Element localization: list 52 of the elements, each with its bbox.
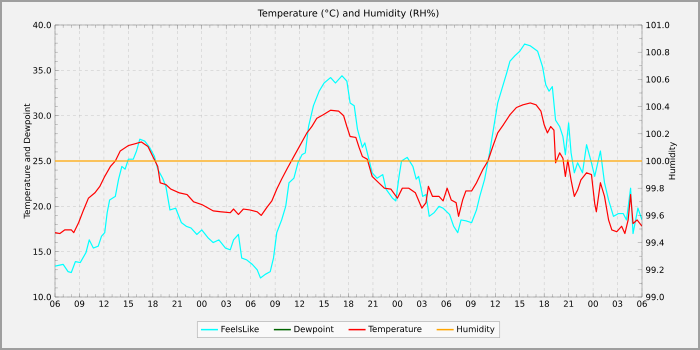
- x-tick-label: 00: [588, 300, 598, 307]
- legend-label: Temperature: [368, 326, 422, 334]
- x-tick-label: 00: [196, 300, 207, 307]
- y-tick-label: 15.0: [34, 248, 51, 255]
- legend-label: Humidity: [457, 326, 495, 334]
- x-tick-label: 15: [320, 300, 329, 307]
- x-tick-label: 09: [466, 300, 476, 307]
- x-tick-label: 06: [442, 300, 452, 307]
- y2-tick-label: 100.8: [646, 49, 670, 56]
- legend-label: Dewpoint: [294, 326, 334, 334]
- x-tick-label: 06: [637, 300, 647, 307]
- y2-tick-label: 99.6: [646, 212, 664, 219]
- y2-tick-label: 99.2: [646, 266, 664, 274]
- y-tick-label: 35.0: [33, 67, 51, 74]
- x-tick-label: 03: [417, 300, 427, 307]
- x-tick-label: 00: [392, 300, 402, 307]
- x-tick-label: 12: [490, 300, 500, 307]
- y2-tick-label: 99.4: [646, 239, 664, 246]
- y-tick-label: 30.0: [33, 112, 51, 119]
- y-axis-title: Temperature and Dewpoint: [24, 104, 32, 219]
- y-tick-label: 10.0: [34, 294, 51, 300]
- y2-tick-label: 101.0: [646, 22, 670, 28]
- line-series: [55, 43, 642, 279]
- line-series: [55, 102, 642, 234]
- x-tick-label: 21: [368, 300, 378, 307]
- y2-tick-label: 100.0: [646, 158, 670, 164]
- legend-label: FeelsLike: [222, 326, 259, 332]
- x-tick-label: 12: [295, 300, 304, 307]
- x-tick-label: 18: [540, 300, 549, 307]
- x-tick-label: 09: [74, 300, 84, 307]
- y-tick-label: 40.0: [33, 22, 51, 28]
- y-tick-label: 20.0: [33, 203, 51, 210]
- x-tick-label: 12: [99, 300, 108, 307]
- x-tick-label: 15: [515, 300, 524, 307]
- x-tick-label: 06: [246, 300, 256, 307]
- x-tick-label: 21: [172, 300, 182, 307]
- x-tick-label: 21: [564, 300, 574, 307]
- chart-title: Temperature (°C) and Humidity (RH%): [258, 9, 438, 18]
- x-tick-label: 03: [612, 300, 622, 307]
- x-tick-label: 18: [344, 300, 354, 307]
- x-tick-label: 15: [124, 300, 134, 307]
- x-tick-label: 18: [148, 300, 158, 307]
- y2-axis-title: Humidity: [668, 142, 677, 180]
- x-tick-label: 09: [270, 300, 280, 307]
- y2-tick-label: 99.8: [646, 185, 664, 192]
- x-tick-label: 06: [50, 300, 60, 307]
- y2-tick-label: 99.0: [646, 294, 664, 300]
- y2-tick-label: 100.2: [646, 130, 669, 138]
- y2-tick-label: 100.4: [646, 103, 670, 110]
- y2-tick-label: 100.6: [646, 76, 670, 83]
- x-tick-label: 03: [221, 300, 231, 307]
- y-tick-label: 25.0: [33, 158, 51, 164]
